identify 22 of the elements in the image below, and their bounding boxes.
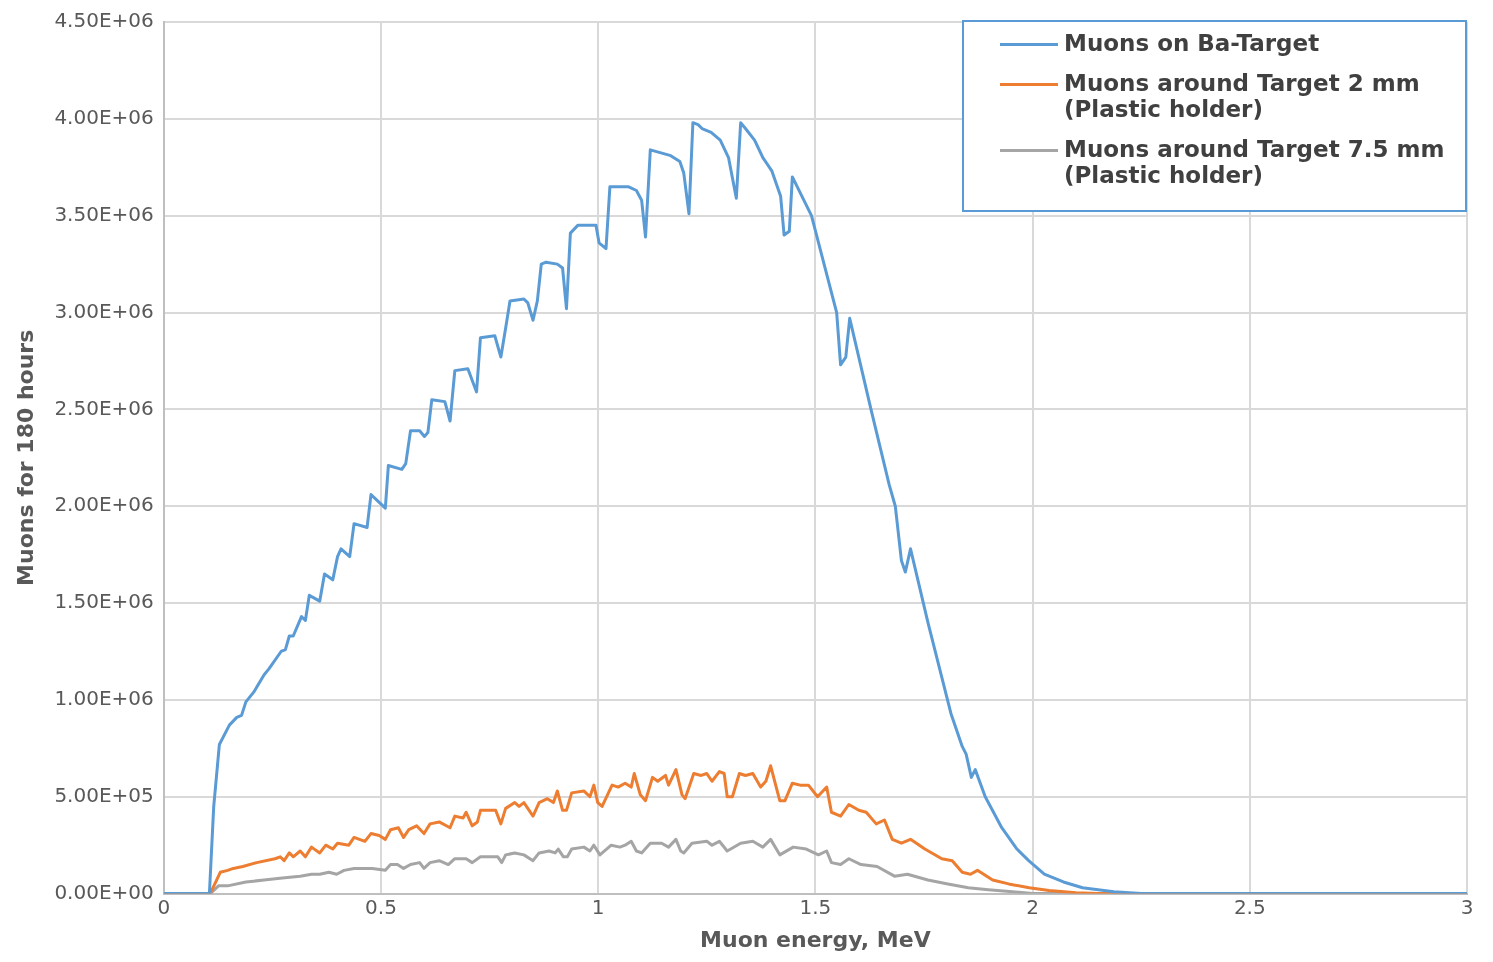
legend-label: Muons around Target 7.5 mm (Plastic holder) bbox=[1064, 136, 1446, 188]
y-tick-label: 4.00E+06 bbox=[54, 105, 154, 130]
y-tick-label: 2.50E+06 bbox=[54, 395, 154, 420]
x-tick-label: 0 bbox=[157, 894, 171, 919]
y-tick-label: 2.00E+06 bbox=[54, 492, 154, 517]
y-tick-label: 0.00E+00 bbox=[54, 879, 154, 904]
x-tick-label: 0.5 bbox=[365, 894, 397, 919]
y-tick-label: 3.00E+06 bbox=[54, 298, 154, 323]
y-tick-label: 1.50E+06 bbox=[54, 589, 154, 614]
x-tick-label: 2 bbox=[1026, 894, 1039, 919]
x-tick-label: 1 bbox=[591, 894, 605, 919]
x-tick-label: 2.5 bbox=[1233, 894, 1266, 919]
y-axis-title: Muons for 180 hours bbox=[12, 329, 38, 586]
y-tick-label: 5.00E+05 bbox=[54, 782, 154, 807]
y-tick-label: 3.50E+06 bbox=[54, 201, 154, 226]
y-tick-label: 1.00E+06 bbox=[54, 686, 154, 711]
legend-label: Muons on Ba-Target bbox=[1064, 30, 1320, 56]
x-axis-title: Muon energy, MeV bbox=[700, 926, 931, 952]
legend-label: Muons around Target 2 mm (Plastic holder) bbox=[1064, 70, 1421, 122]
x-tick-label: 1.5 bbox=[799, 894, 832, 919]
y-tick-label: 4.50E+06 bbox=[54, 8, 154, 33]
x-tick-label: 3 bbox=[1460, 894, 1474, 919]
